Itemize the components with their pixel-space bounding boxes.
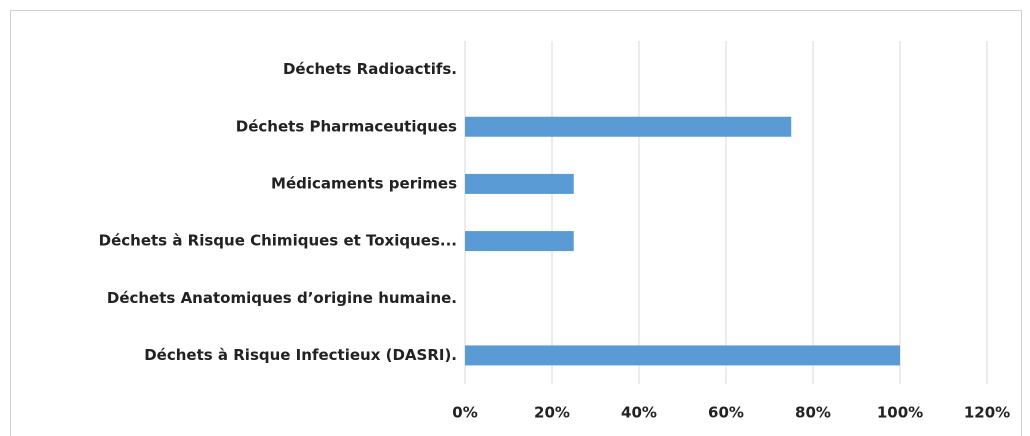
x-tick-label: 0% <box>452 404 477 422</box>
y-tick-label: Déchets Pharmaceutiques <box>236 117 457 135</box>
bar <box>465 116 792 137</box>
y-tick-label: Déchets à Risque Chimiques et Toxiques..… <box>99 232 457 250</box>
chart-frame <box>10 10 1022 436</box>
x-tick-label: 40% <box>621 404 657 422</box>
x-tick-label: 20% <box>534 404 570 422</box>
y-tick-label: Déchets Radioactifs. <box>283 60 457 78</box>
x-tick-label: 100% <box>877 404 923 422</box>
x-tick-label: 60% <box>708 404 744 422</box>
y-tick-label: Déchets à Risque Infectieux (DASRI). <box>144 346 457 364</box>
x-tick-label: 80% <box>795 404 831 422</box>
bar <box>465 345 900 366</box>
y-tick-label: Médicaments perimes <box>271 174 457 192</box>
bar <box>465 173 574 194</box>
bar <box>465 231 574 252</box>
x-tick-label: 120% <box>964 404 1010 422</box>
y-tick-label: Déchets Anatomiques d’origine humaine. <box>107 289 457 307</box>
